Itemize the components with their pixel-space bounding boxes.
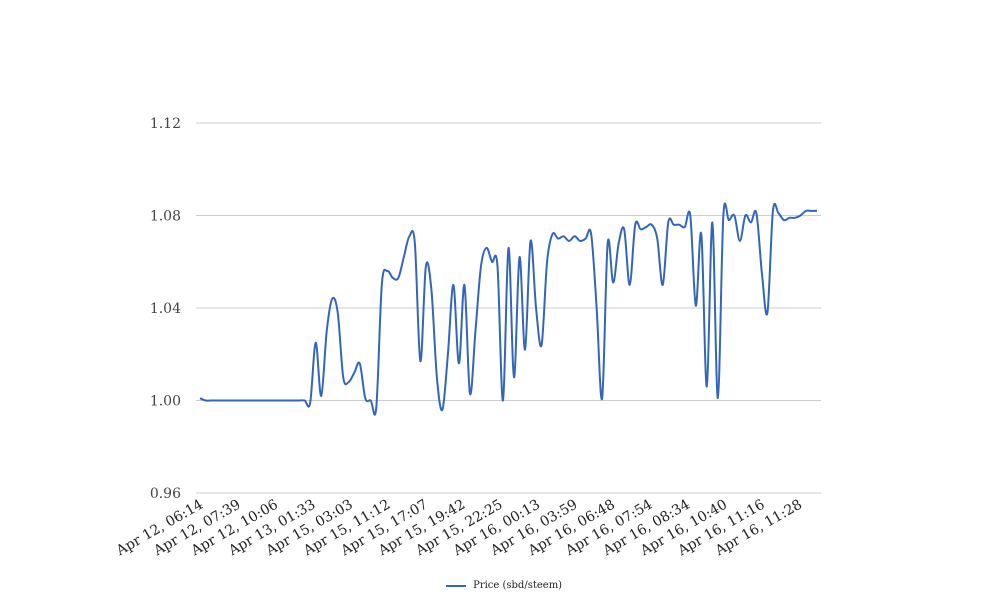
grid-lines (196, 122, 821, 494)
series-line-0[interactable] (199, 202, 817, 416)
y-tick-label: 1.04 (150, 301, 181, 317)
legend-item-price[interactable]: Price (sbd/steem) (445, 580, 563, 591)
y-tick-label: 0.96 (150, 486, 181, 502)
y-tick-label: 1.12 (150, 116, 181, 132)
y-axis-ticks: 0.96 1.00 1.04 1.08 1.12 (150, 116, 181, 502)
legend-label-price: Price (sbd/steem) (473, 580, 563, 591)
legend: Price (sbd/steem) (0, 580, 1008, 591)
y-tick-label: 1.00 (150, 394, 181, 410)
legend-swatch-price (445, 584, 466, 587)
y-tick-label: 1.08 (150, 209, 181, 225)
series-layer (199, 202, 817, 416)
